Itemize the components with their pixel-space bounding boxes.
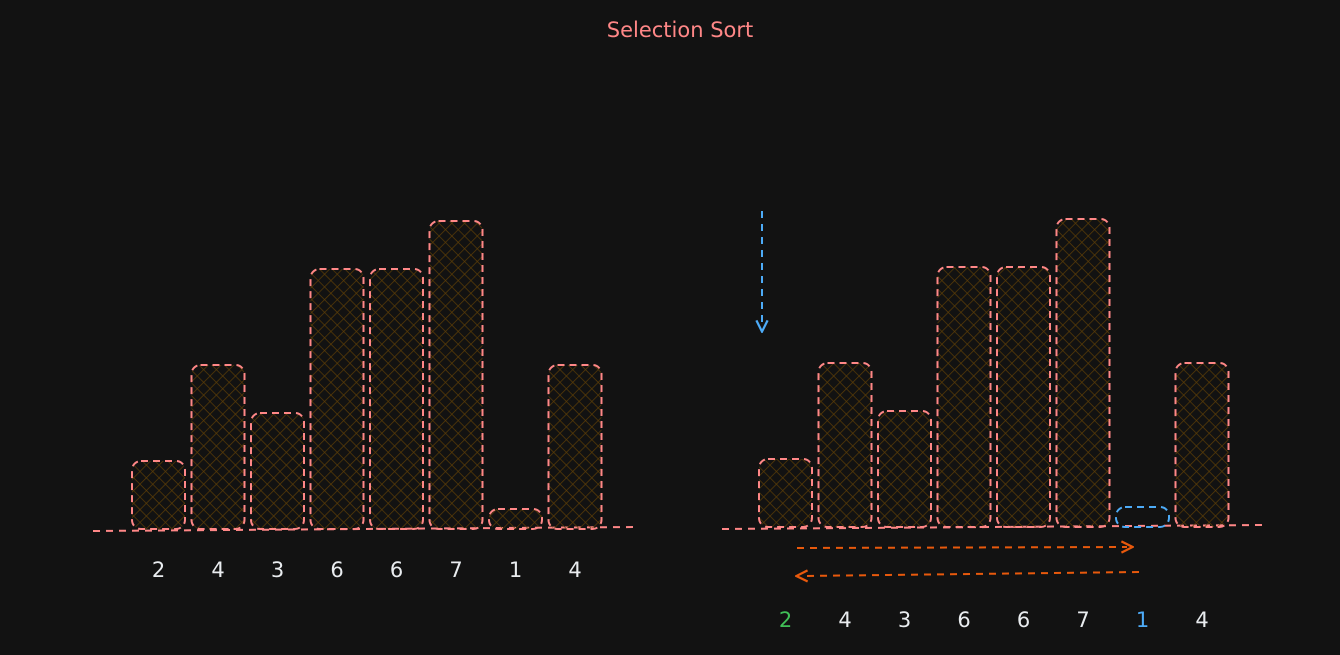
left-bar-3 [309,268,365,530]
left-bar-2 [250,412,305,530]
right-value-label: 6 [957,608,970,632]
left-value-label: 1 [509,558,522,582]
left-bars [131,220,603,530]
right-bar-0 [758,458,813,528]
right-value-label: 4 [1195,608,1208,632]
left-value-label: 4 [211,558,224,582]
diagram-title: Selection Sort [607,18,754,42]
scan-forward-arrow [796,547,1127,548]
unsorted-array-panel: 2 4 3 6 6 7 1 4 [92,220,636,582]
scan-back-arrow [802,572,1140,576]
left-bar-4 [369,268,424,530]
left-value-label: 2 [152,558,165,582]
left-value-label: 7 [449,558,462,582]
left-bar-5 [428,220,484,530]
left-value-label: 6 [330,558,343,582]
right-value-label: 1 [1136,608,1149,632]
left-value-labels: 2 4 3 6 6 7 1 4 [152,558,582,582]
right-bar-1 [817,362,873,528]
selection-step-panel: 2 4 3 6 6 7 1 4 [721,211,1264,632]
right-value-label: 6 [1017,608,1030,632]
right-bar-4 [996,266,1051,528]
left-bar-6 [488,508,543,530]
right-bars [758,218,1230,528]
left-value-label: 3 [271,558,284,582]
right-value-label: 2 [779,608,792,632]
left-value-label: 6 [390,558,403,582]
right-bar-3 [936,266,992,528]
right-value-label: 4 [838,608,851,632]
right-bar-5 [1055,218,1111,528]
left-bar-1 [190,364,246,530]
right-value-label: 3 [898,608,911,632]
left-bar-0 [131,460,186,530]
right-value-labels: 2 4 3 6 6 7 1 4 [779,608,1209,632]
right-bar-7 [1174,362,1230,528]
right-bar-2 [877,410,932,528]
right-bar-6 [1115,506,1170,528]
left-value-label: 4 [568,558,581,582]
right-value-label: 7 [1076,608,1089,632]
left-bar-7 [547,364,603,530]
